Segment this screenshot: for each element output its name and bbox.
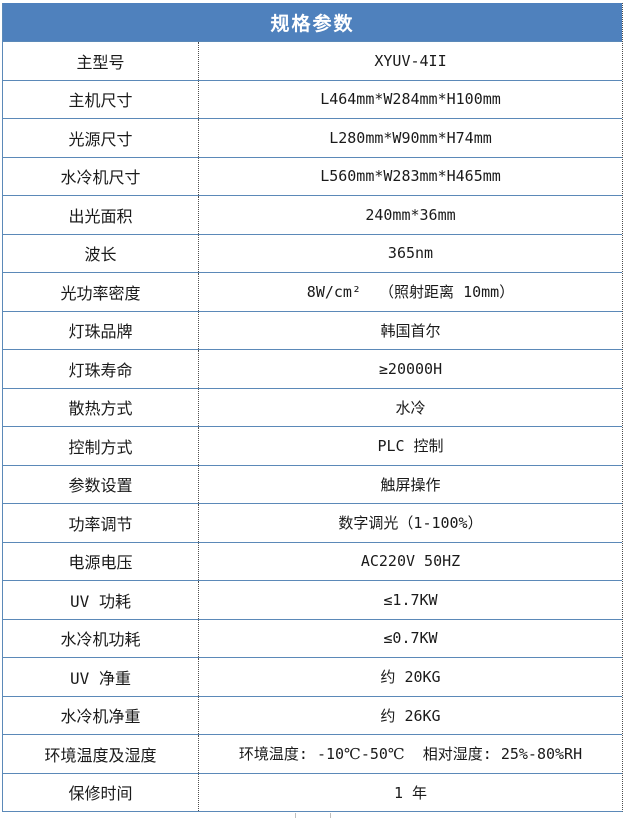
table-row: 电源电压 AC220V 50HZ xyxy=(3,541,622,580)
spec-value: 8W/cm² （照射距离 10mm） xyxy=(306,283,515,302)
spec-value: 约 26KG xyxy=(380,706,441,725)
spec-value: 1 年 xyxy=(393,783,428,802)
spec-value: 水冷 xyxy=(395,398,426,417)
spec-label: 出光面积 xyxy=(3,196,199,234)
spec-value: ≤0.7KW xyxy=(383,629,438,648)
table-handle-tick xyxy=(295,813,296,818)
spec-label: 光功率密度 xyxy=(3,273,199,311)
table-header: 规格参数 xyxy=(3,3,622,41)
spec-label: 参数设置 xyxy=(3,465,199,503)
spec-label: 环境温度及湿度 xyxy=(3,735,199,773)
table-row: 参数设置 触屏操作 xyxy=(3,464,622,503)
table-row: 主型号 XYUV-4II xyxy=(3,41,622,80)
spec-value: 240mm*36mm xyxy=(365,205,456,224)
spec-value: AC220V 50HZ xyxy=(360,552,461,571)
table-row: 出光面积 240mm*36mm xyxy=(3,195,622,234)
spec-value: 触屏操作 xyxy=(380,475,441,494)
table-row: 光功率密度 8W/cm² （照射距离 10mm） xyxy=(3,272,622,311)
spec-table: 规格参数 主型号 XYUV-4II 主机尺寸 L464mm*W284mm*H10… xyxy=(2,3,623,812)
spec-label: 保修时间 xyxy=(3,773,199,811)
table-row: 光源尺寸 L280mm*W90mm*H74mm xyxy=(3,118,622,157)
spec-value: ≤1.7KW xyxy=(383,590,438,609)
spec-value: 约 20KG xyxy=(380,668,441,687)
spec-label: 控制方式 xyxy=(3,427,199,465)
table-row: 保修时间 1 年 xyxy=(3,772,622,811)
spec-label: 水冷机净重 xyxy=(3,696,199,734)
table-row: 波长 365nm xyxy=(3,233,622,272)
spec-label: 水冷机功耗 xyxy=(3,619,199,657)
spec-value: 365nm xyxy=(387,244,434,263)
table-row: 主机尺寸 L464mm*W284mm*H100mm xyxy=(3,79,622,118)
spec-value: 数字调光（1-100%） xyxy=(338,514,483,533)
table-row: 功率调节 数字调光（1-100%） xyxy=(3,503,622,542)
spec-label: 灯珠品牌 xyxy=(3,311,199,349)
table-title: 规格参数 xyxy=(270,13,355,35)
spec-label: 灯珠寿命 xyxy=(3,350,199,388)
spec-value: L280mm*W90mm*H74mm xyxy=(329,128,492,147)
table-handle-tick xyxy=(330,813,331,818)
table-row: 水冷机功耗 ≤0.7KW xyxy=(3,618,622,657)
table-row: 灯珠寿命 ≥20000H xyxy=(3,349,622,388)
spec-value: 环境温度: -10℃-50℃ 相对湿度: 25%-80%RH xyxy=(238,745,583,764)
spec-label: 主机尺寸 xyxy=(3,80,199,118)
table-row: UV 净重 约 20KG xyxy=(3,657,622,696)
spec-label: 水冷机尺寸 xyxy=(3,157,199,195)
spec-label: 电源电压 xyxy=(3,542,199,580)
spec-value: PLC 控制 xyxy=(377,437,444,456)
table-row: 灯珠品牌 韩国首尔 xyxy=(3,310,622,349)
table-row: 散热方式 水冷 xyxy=(3,387,622,426)
table-row: 水冷机净重 约 26KG xyxy=(3,695,622,734)
spec-label: UV 功耗 xyxy=(3,581,199,619)
spec-label: 光源尺寸 xyxy=(3,119,199,157)
spec-label: 波长 xyxy=(3,234,199,272)
table-row: 控制方式 PLC 控制 xyxy=(3,426,622,465)
table-row: UV 功耗 ≤1.7KW xyxy=(3,580,622,619)
table-row: 环境温度及湿度 环境温度: -10℃-50℃ 相对湿度: 25%-80%RH xyxy=(3,734,622,773)
spec-value: ≥20000H xyxy=(378,359,443,378)
spec-value: L560mm*W283mm*H465mm xyxy=(320,167,501,186)
spec-value: 韩国首尔 xyxy=(380,321,441,340)
table-row: 水冷机尺寸 L560mm*W283mm*H465mm xyxy=(3,156,622,195)
spec-label: UV 净重 xyxy=(3,658,199,696)
spec-label: 散热方式 xyxy=(3,388,199,426)
spec-label: 功率调节 xyxy=(3,504,199,542)
spec-label: 主型号 xyxy=(3,42,199,80)
spec-value: L464mm*W284mm*H100mm xyxy=(320,90,501,109)
table-body: 主型号 XYUV-4II 主机尺寸 L464mm*W284mm*H100mm 光… xyxy=(3,41,622,811)
spec-value: XYUV-4II xyxy=(374,51,447,70)
